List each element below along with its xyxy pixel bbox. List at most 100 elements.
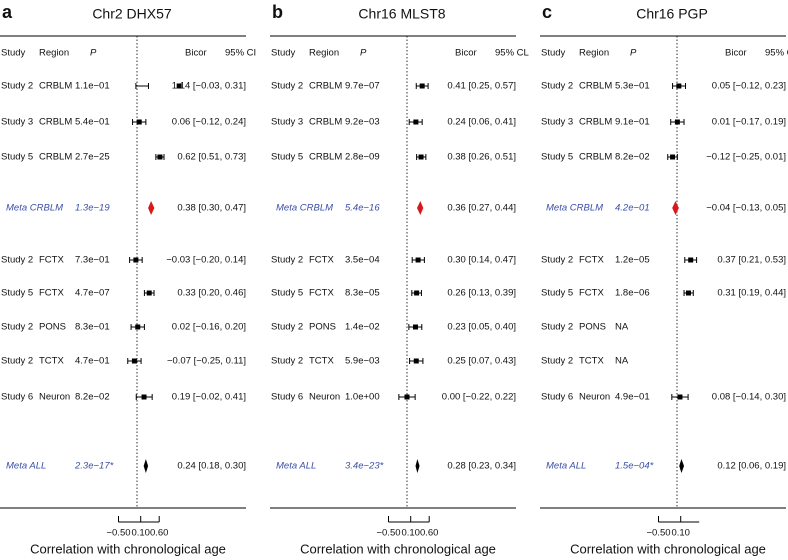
study-label: Study 2 [1, 322, 33, 333]
point-estimate [141, 394, 147, 400]
meta-p-value: 1.5e−04* [615, 461, 654, 472]
column-header: P [360, 48, 367, 59]
estimate-label: 0.24 [0.18, 0.30] [177, 461, 246, 472]
point-estimate [415, 257, 421, 263]
p-value: 8.2e−02 [75, 392, 110, 403]
study-label: Study 2 [541, 255, 573, 266]
estimate-label: 0.01 [−0.17, 0.19] [712, 117, 786, 128]
region-label: TCTX [579, 356, 604, 367]
p-value: NA [615, 322, 629, 333]
region-label: TCTX [39, 356, 64, 367]
study-label: Study 2 [271, 322, 303, 333]
point-estimate [176, 83, 182, 89]
p-value: 8.3e−01 [75, 322, 110, 333]
point-estimate [146, 290, 152, 296]
meta-label: Meta ALL [546, 461, 586, 472]
p-value: 4.9e−01 [615, 392, 650, 403]
x-tick-label: 0.10 [401, 528, 420, 539]
estimate-label: 0.24 [0.06, 0.41] [447, 117, 516, 128]
estimate-label: −0.03 [−0.20, 0.14] [166, 255, 246, 266]
column-header: Study [541, 48, 566, 59]
column-header: Region [39, 48, 69, 59]
point-estimate [685, 290, 691, 296]
study-label: Study 2 [541, 356, 573, 367]
region-label: PONS [39, 322, 66, 333]
point-estimate [131, 358, 137, 364]
x-tick-label: −0.50 [106, 528, 130, 539]
column-header: Region [309, 48, 339, 59]
region-label: FCTX [309, 288, 334, 299]
meta-label: Meta ALL [276, 461, 316, 472]
p-value: 1.0e+00 [345, 392, 380, 403]
point-estimate [157, 154, 163, 160]
estimate-label: 1.14 [−0.03, 0.31] [172, 81, 246, 92]
estimate-label: 0.28 [0.23, 0.34] [447, 461, 516, 472]
estimate-label: 0.06 [−0.12, 0.24] [172, 117, 246, 128]
x-axis-label: Correlation with chronological age [300, 541, 496, 556]
region-label: FCTX [309, 255, 334, 266]
panel-title: Chr2 DHX57 [92, 6, 172, 22]
estimate-label: 0.02 [−0.16, 0.20] [172, 322, 246, 333]
p-value: 2.7e−25 [75, 152, 110, 163]
region-label: CRBLM [309, 152, 342, 163]
region-label: PONS [309, 322, 336, 333]
point-estimate [688, 257, 694, 263]
x-axis-label: Correlation with chronological age [570, 541, 766, 556]
p-value: 7.3e−01 [75, 255, 110, 266]
meta-diamond [143, 459, 149, 473]
point-estimate [676, 83, 682, 89]
p-value: 4.7e−01 [75, 356, 110, 367]
study-label: Study 2 [541, 322, 573, 333]
column-header: Region [579, 48, 609, 59]
study-label: Study 3 [541, 117, 573, 128]
point-estimate [419, 83, 425, 89]
study-label: Study 5 [271, 288, 303, 299]
estimate-label: 0.05 [−0.12, 0.23] [712, 81, 786, 92]
point-estimate [133, 257, 139, 263]
estimate-label: 0.26 [0.13, 0.39] [447, 288, 516, 299]
estimate-label: 0.23 [0.05, 0.40] [447, 322, 516, 333]
p-value: 9.7e−07 [345, 81, 380, 92]
region-label: Neuron [39, 392, 70, 403]
p-value: 5.4e−01 [75, 117, 110, 128]
region-label: FCTX [39, 288, 64, 299]
region-label: Neuron [309, 392, 340, 403]
estimate-label: 0.30 [0.14, 0.47] [447, 255, 516, 266]
point-estimate [136, 119, 142, 125]
study-label: Study 5 [541, 152, 573, 163]
estimate-label: 0.00 [−0.22, 0.22] [442, 392, 516, 403]
study-label: Study 5 [1, 288, 33, 299]
column-header: Study [1, 48, 26, 59]
x-tick-label: 0.60 [420, 528, 439, 539]
point-estimate [414, 290, 420, 296]
study-label: Study 3 [1, 117, 33, 128]
meta-diamond [672, 201, 679, 215]
panel-title: Chr16 MLST8 [358, 6, 445, 22]
p-value: 9.2e−03 [345, 117, 380, 128]
study-label: Study 2 [271, 255, 303, 266]
column-header: Bicor [455, 48, 477, 59]
estimate-label: 0.37 [0.21, 0.53] [717, 255, 786, 266]
estimate-label: −0.04 [−0.13, 0.05] [706, 203, 786, 214]
region-label: FCTX [39, 255, 64, 266]
x-tick-label: 0.10 [131, 528, 150, 539]
meta-p-value: 4.2e−01 [615, 203, 650, 214]
column-header: 95% CI [225, 48, 256, 59]
point-estimate [404, 394, 410, 400]
column-header: P [630, 48, 637, 59]
study-label: Study 2 [271, 81, 303, 92]
column-header: 95% CL [495, 48, 529, 59]
meta-diamond [679, 459, 685, 473]
study-label: Study 5 [271, 152, 303, 163]
point-estimate [670, 154, 676, 160]
estimate-label: −0.07 [−0.25, 0.11] [167, 356, 246, 367]
p-value: 8.2e−02 [615, 152, 650, 163]
x-tick-label: 0.60 [150, 528, 169, 539]
meta-label: Meta ALL [6, 461, 46, 472]
p-value: 2.8e−09 [345, 152, 380, 163]
p-value: 5.3e−01 [615, 81, 650, 92]
x-axis-label: Correlation with chronological age [30, 541, 226, 556]
region-label: FCTX [579, 255, 604, 266]
estimate-label: 0.12 [0.06, 0.19] [717, 461, 786, 472]
region-label: FCTX [579, 288, 604, 299]
